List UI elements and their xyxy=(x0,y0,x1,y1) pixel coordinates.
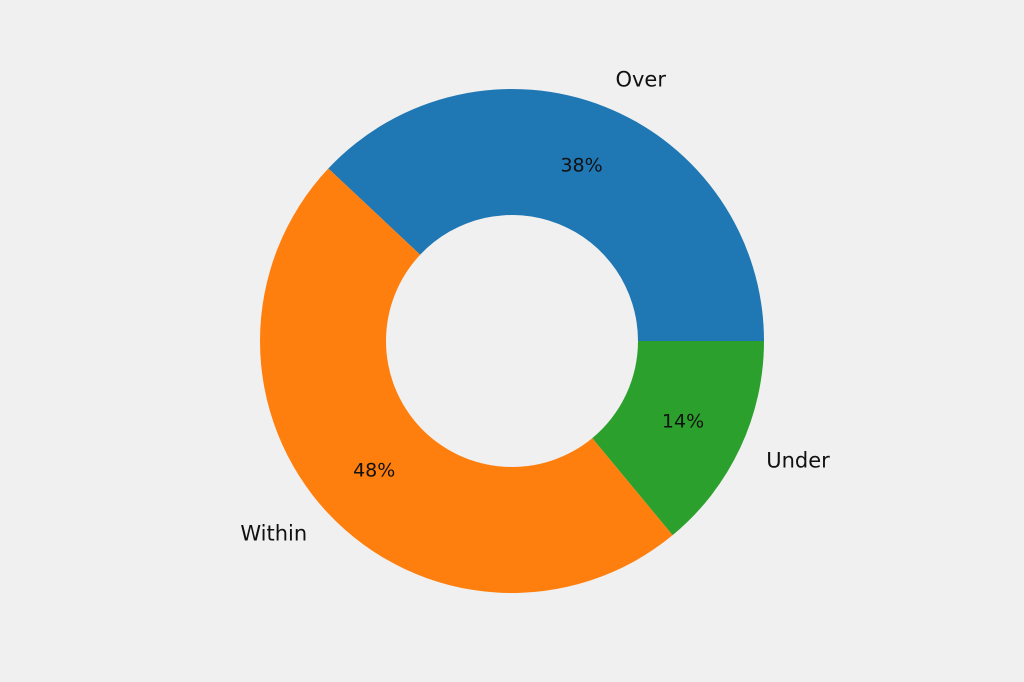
slices xyxy=(259,88,764,594)
slice-under xyxy=(592,341,764,536)
label-over: Over xyxy=(615,68,666,92)
slice-within xyxy=(259,168,673,594)
percent-under: 14% xyxy=(662,410,704,432)
label-under: Under xyxy=(766,449,830,473)
slice-over xyxy=(328,88,764,341)
percent-within: 48% xyxy=(353,459,395,481)
percent-over: 38% xyxy=(560,154,602,176)
label-within: Within xyxy=(240,521,307,545)
labels: Over 38% Within 48% Under 14% xyxy=(240,68,830,546)
